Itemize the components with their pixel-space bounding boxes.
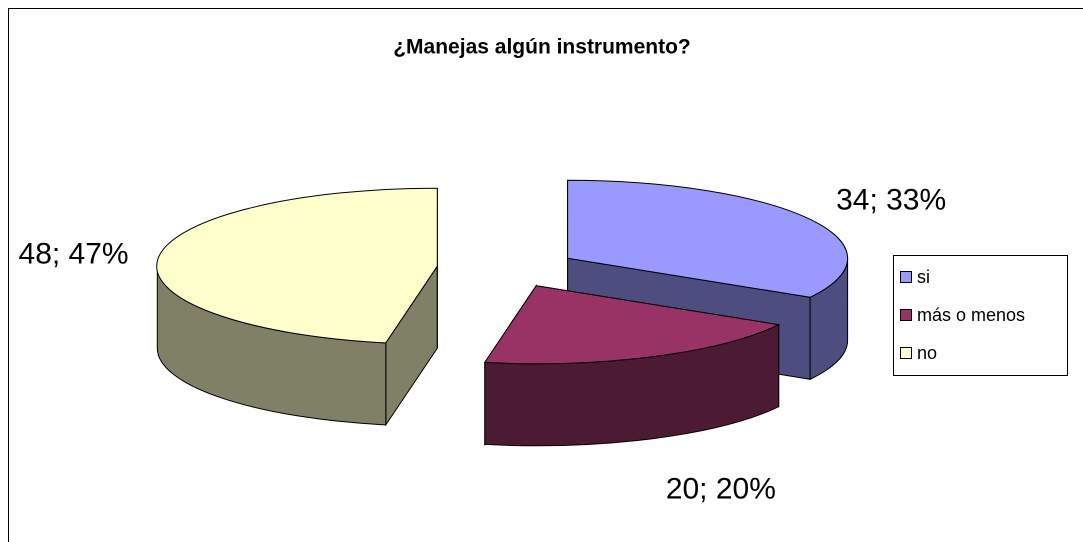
slice-top: [156, 187, 438, 344]
chart-title: ¿Manejas algún instrumento?: [393, 36, 691, 59]
legend-swatch: [900, 347, 912, 359]
legend-label: más o menos: [917, 305, 1025, 325]
slice-top: [483, 285, 781, 365]
data-label: 48; 47%: [19, 238, 129, 271]
legend-swatch: [900, 309, 912, 321]
data-label: 20; 20%: [666, 472, 776, 505]
legend-box: [893, 255, 1068, 376]
legend-swatch: [900, 271, 912, 283]
slice-top: [567, 179, 849, 298]
data-label: 34; 33%: [836, 184, 946, 217]
legend-label: si: [917, 267, 930, 287]
legend-label: no: [917, 343, 937, 363]
